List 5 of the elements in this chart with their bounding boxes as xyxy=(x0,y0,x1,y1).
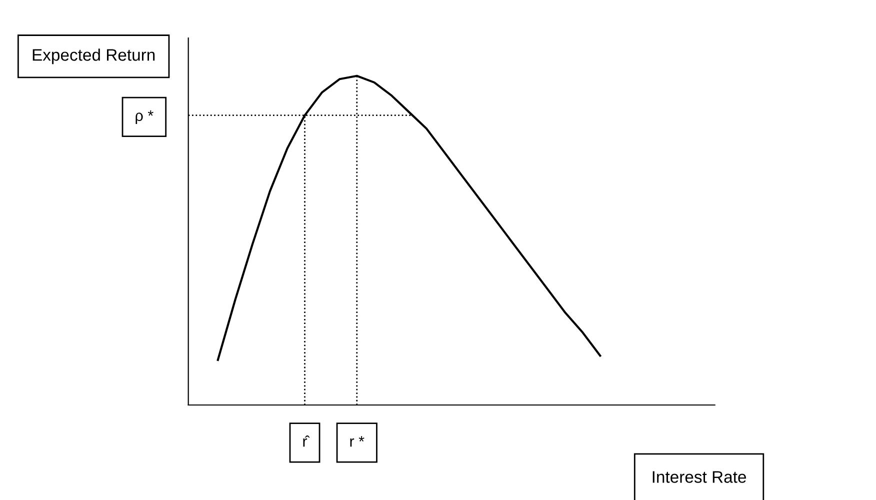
x-axis-title: Interest Rate xyxy=(652,471,746,483)
x-tick-label: r̂ xyxy=(303,436,310,447)
ref-line-label: ρ * xyxy=(136,110,154,124)
x-tick-label: r * xyxy=(350,436,364,447)
y-axis-title: Expected Return xyxy=(32,48,155,64)
